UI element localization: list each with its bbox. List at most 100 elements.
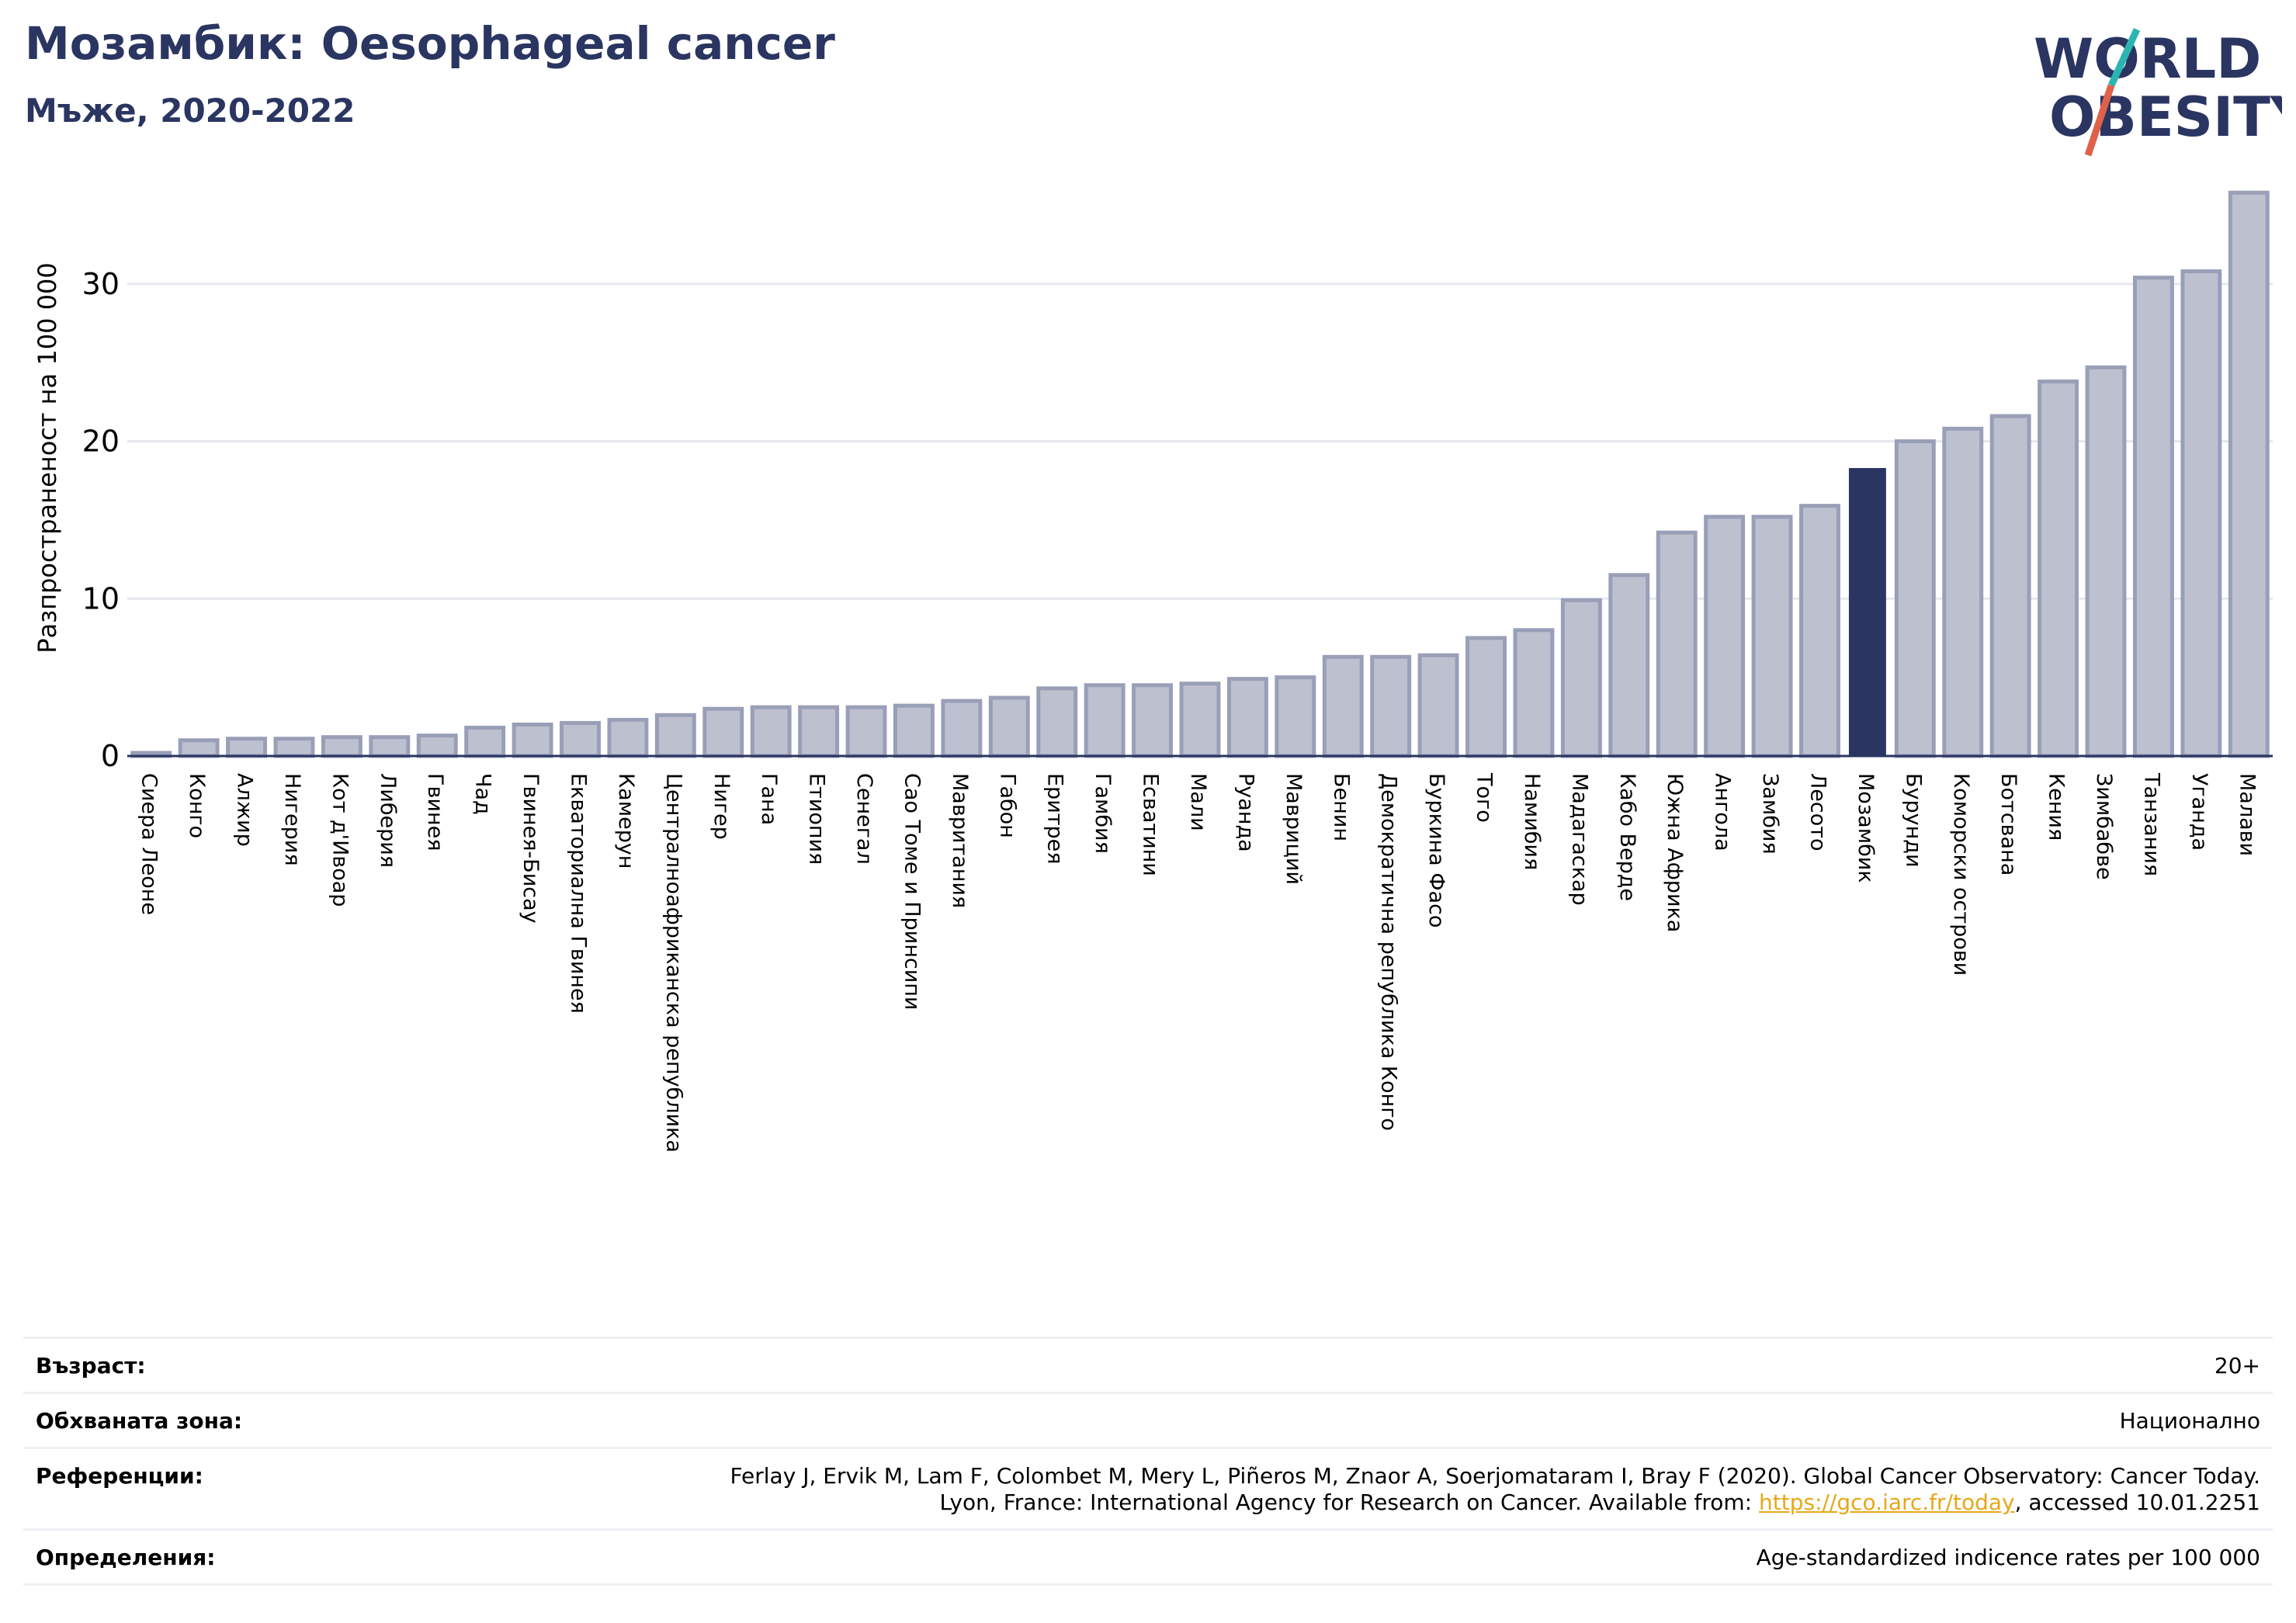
bar <box>798 705 840 758</box>
info-row-age: Възраст: 20+ <box>23 1337 2273 1392</box>
bar <box>654 713 696 758</box>
logo-slash-teal <box>2107 28 2141 87</box>
y-tick-label: 10 <box>82 581 120 616</box>
x-tick-label: Централноафриканска република <box>661 773 685 1153</box>
bar <box>1751 515 1793 758</box>
bar <box>369 735 411 758</box>
x-tick-label: Еритрея <box>1043 773 1067 864</box>
area-label: Обхваната зона: <box>36 1408 243 1434</box>
x-tick-label: Бенин <box>1329 773 1353 841</box>
x-tick-label: Либерия <box>376 773 400 868</box>
x-tick-label: Коморски острови <box>1949 773 1973 976</box>
x-tick-label: Гвинея-Бисау <box>519 773 543 924</box>
x-tick-label: Сенегал <box>852 773 876 865</box>
definitions-label: Определения: <box>36 1545 216 1570</box>
age-value: 20+ <box>2214 1353 2260 1379</box>
references-value: Ferlay J, Ervik M, Lam F, Colombet M, Me… <box>730 1463 2260 1516</box>
y-axis-ticks: 0 10 20 30 <box>82 267 120 773</box>
x-tick-label: Екваториална Гвинея <box>567 773 591 1014</box>
references-line2-post: , accessed 10.01.2251 <box>2014 1489 2260 1515</box>
x-tick-label: Гамбия <box>1091 773 1115 854</box>
x-tick-label: Уганда <box>2187 773 2211 851</box>
bar <box>512 722 553 758</box>
references-label: Референции: <box>36 1463 203 1489</box>
bar <box>1370 654 1412 758</box>
bar <box>1560 598 1602 758</box>
references-link[interactable]: https://gco.iarc.fr/today <box>1759 1489 2015 1515</box>
bar <box>1226 677 1268 758</box>
bar <box>1656 530 1698 758</box>
bar <box>2085 365 2127 758</box>
chart-title: Мозамбик: Oesophageal cancer <box>25 17 835 70</box>
bar <box>988 695 1030 758</box>
bar <box>1513 628 1555 758</box>
x-tick-label: Танзания <box>2139 772 2163 876</box>
info-row-references: Референции: Ferlay J, Ervik M, Lam F, Co… <box>23 1447 2273 1528</box>
info-table: Възраст: 20+ Обхваната зона: Национално … <box>23 1337 2273 1586</box>
definitions-value: Age-standardized indicence rates per 100… <box>1756 1545 2260 1570</box>
y-axis-label: Разпространеност на 100 000 <box>33 262 62 653</box>
bar <box>1894 439 1936 758</box>
x-tick-label: Гвинея <box>423 773 447 851</box>
x-tick-label: Камерун <box>614 773 638 869</box>
x-tick-label: Кот д'Ивоар <box>328 773 352 907</box>
bar <box>1036 686 1078 758</box>
bar <box>1132 683 1174 758</box>
bars <box>130 190 2270 758</box>
bar <box>273 737 315 758</box>
references-line1: Ferlay J, Ervik M, Lam F, Colombet M, Me… <box>730 1463 2260 1489</box>
bar <box>1799 504 1840 758</box>
x-tick-label: Демократична република Конго <box>1377 773 1401 1131</box>
x-tick-label: Бурунди <box>1901 773 1925 868</box>
bar <box>2180 269 2222 758</box>
x-tick-label: Гана <box>757 773 781 825</box>
x-tick-label: Намибия <box>1520 773 1544 870</box>
bar <box>1704 515 1746 758</box>
bar <box>416 733 458 758</box>
x-tick-label: Мавриций <box>1282 773 1306 885</box>
x-tick-label: Ботсвана <box>1996 773 2020 876</box>
x-tick-label: Габон <box>995 773 1019 838</box>
x-tick-label: Конго <box>185 773 209 838</box>
bar-highlight <box>1848 467 1886 756</box>
bar <box>464 726 506 758</box>
y-tick-label: 0 <box>101 739 120 773</box>
bar <box>2228 190 2270 758</box>
x-tick-label: Кабо Верде <box>1615 773 1639 901</box>
bar <box>1417 653 1459 758</box>
x-tick-label: Зимбабве <box>2092 773 2116 880</box>
bar <box>893 703 935 758</box>
x-axis-labels: Сиера Леоне Конго Алжир Нигерия Кот д'Ивоар Л… <box>137 772 2260 1153</box>
info-row-definitions: Определения: Age-standardized indicence … <box>23 1528 2273 1586</box>
y-tick-label: 30 <box>82 267 120 301</box>
x-tick-label: Буркина Фасо <box>1424 773 1448 928</box>
bar <box>750 705 792 758</box>
bar <box>226 737 268 758</box>
x-tick-label: Южна Африка <box>1663 773 1687 932</box>
x-tick-label: Етиопия <box>805 773 829 865</box>
bar <box>1322 654 1364 758</box>
y-tick-label: 20 <box>82 425 120 459</box>
logo-slash-red <box>2084 84 2115 157</box>
bar <box>1989 414 2031 758</box>
bar <box>178 738 220 758</box>
x-tick-label: Нигер <box>709 773 734 840</box>
x-tick-label: Сао Томе и Принсипи <box>900 773 924 1010</box>
x-tick-label: Малави <box>2235 773 2259 856</box>
bar <box>2132 276 2174 758</box>
bar <box>1942 426 1984 758</box>
x-tick-label: Сиера Леоне <box>137 773 161 915</box>
x-tick-label: Замбия <box>1758 773 1782 855</box>
bar <box>560 720 601 758</box>
bar <box>1084 683 1125 758</box>
bar <box>702 706 744 758</box>
bar-chart: 0 10 20 30 Разпространеност на 100 000 Сиер… <box>33 190 2273 1153</box>
chart-subtitle: Мъже, 2020-2022 <box>25 92 355 130</box>
x-tick-label: Кения <box>2045 773 2069 841</box>
x-tick-label: Алжир <box>233 773 257 847</box>
world-obesity-logo: WORLD OBESITY <box>2034 27 2282 157</box>
bar <box>321 735 362 758</box>
bar <box>1275 675 1316 758</box>
x-tick-label: Ангола <box>1711 773 1735 851</box>
bar <box>845 705 887 758</box>
